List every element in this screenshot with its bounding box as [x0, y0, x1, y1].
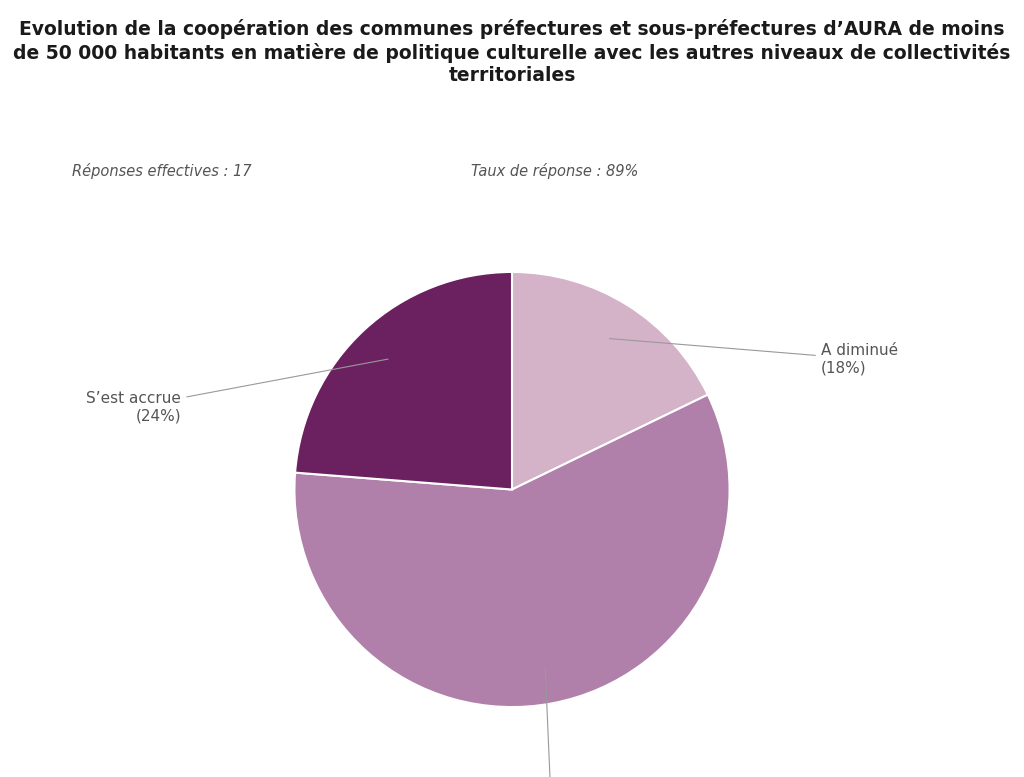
Text: Evolution de la coopération des communes préfectures et sous-préfectures d’AURA : Evolution de la coopération des communes…	[13, 19, 1011, 85]
Text: Réponses effectives : 17: Réponses effectives : 17	[72, 163, 251, 179]
Wedge shape	[512, 272, 708, 490]
Text: Taux de réponse : 89%: Taux de réponse : 89%	[471, 163, 638, 179]
Text: S’est accrue
(24%): S’est accrue (24%)	[86, 359, 388, 423]
Text: N’a pas évolué
(59%): N’a pas évolué (59%)	[495, 667, 608, 777]
Wedge shape	[295, 395, 729, 707]
Wedge shape	[295, 272, 512, 490]
Text: A diminué
(18%): A diminué (18%)	[609, 339, 898, 375]
